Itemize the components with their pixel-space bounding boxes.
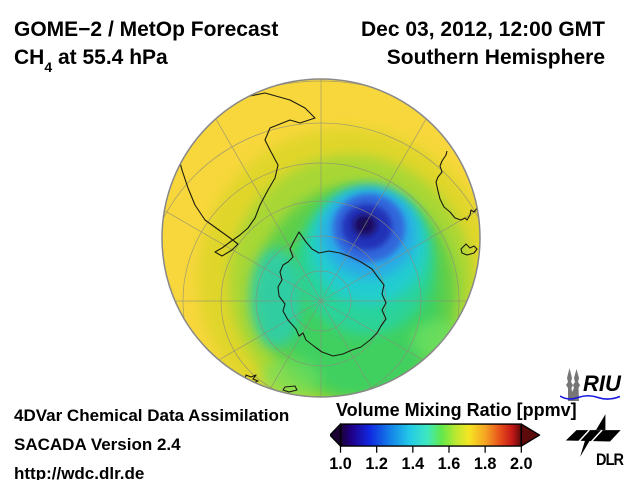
svg-text:1.6: 1.6 <box>438 455 461 473</box>
svg-text:1.2: 1.2 <box>365 455 388 473</box>
svg-text:2.0: 2.0 <box>510 455 533 473</box>
svg-text:RIU: RIU <box>583 371 622 396</box>
svg-text:1.8: 1.8 <box>474 455 497 473</box>
svg-text:1.0: 1.0 <box>330 455 352 473</box>
svg-text:1.4: 1.4 <box>402 455 425 473</box>
